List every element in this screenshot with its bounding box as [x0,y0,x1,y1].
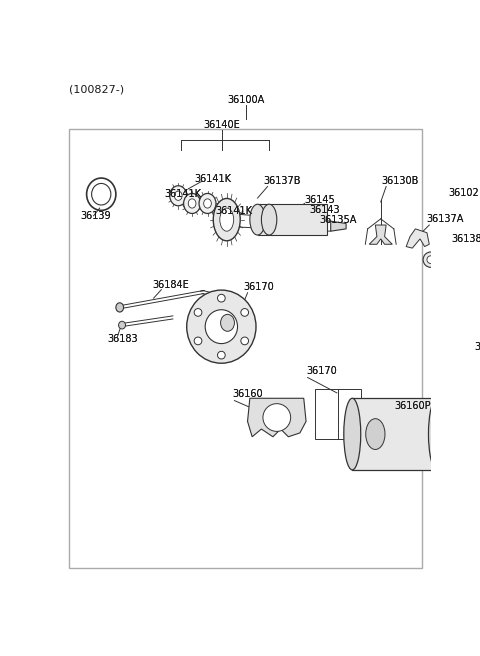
Text: 36183: 36183 [108,334,138,344]
Text: 36160P: 36160P [395,401,431,411]
Ellipse shape [250,204,265,235]
Polygon shape [331,221,346,231]
Ellipse shape [262,204,277,235]
Text: 36170: 36170 [306,366,337,377]
Ellipse shape [184,194,201,213]
Text: 36137A: 36137A [426,214,464,224]
Text: 36160P: 36160P [395,401,431,411]
Ellipse shape [170,186,187,206]
Polygon shape [369,225,392,244]
Text: 36160: 36160 [232,390,263,400]
Bar [69,129,421,569]
Circle shape [217,352,225,359]
Text: 36138B: 36138B [452,234,480,244]
Text: 36130B: 36130B [382,176,419,186]
Text: 36141K: 36141K [215,206,252,216]
Circle shape [217,295,225,302]
Polygon shape [406,229,429,248]
Text: 36145: 36145 [304,195,335,205]
Circle shape [241,308,249,316]
Text: 36183: 36183 [108,334,138,344]
Ellipse shape [174,191,182,200]
Ellipse shape [221,314,234,331]
Text: 36137B: 36137B [264,176,301,186]
Circle shape [194,308,202,316]
Text: 36170: 36170 [244,281,275,292]
Ellipse shape [213,199,240,241]
Text: 36141K: 36141K [215,206,252,216]
Text: 36139: 36139 [81,211,111,221]
Ellipse shape [449,260,456,267]
Ellipse shape [429,398,445,470]
Ellipse shape [187,290,256,363]
Bar [258,204,327,235]
Ellipse shape [116,303,123,312]
Text: 36110: 36110 [475,342,480,352]
Text: 36143: 36143 [309,205,340,215]
Ellipse shape [468,201,480,215]
Text: 36100A: 36100A [228,95,264,105]
Bar [352,398,437,470]
Text: 36135A: 36135A [319,215,357,224]
Text: 36140E: 36140E [204,120,240,130]
Text: 36141K: 36141K [164,189,202,199]
Text: 36184E: 36184E [152,280,189,290]
Ellipse shape [205,310,238,344]
Text: 36102: 36102 [448,188,479,197]
Circle shape [241,337,249,345]
Text: 36143: 36143 [309,205,340,215]
Text: 36145: 36145 [304,195,335,205]
Ellipse shape [188,199,196,208]
Bar [466,325,480,385]
Text: 36160: 36160 [232,390,263,400]
Text: 36137B: 36137B [264,176,301,186]
Text: 36102: 36102 [448,188,479,197]
Ellipse shape [472,205,478,211]
Circle shape [475,356,480,387]
Text: 36139: 36139 [81,211,111,221]
Ellipse shape [427,256,435,264]
Text: 36170: 36170 [306,366,337,377]
Ellipse shape [204,199,211,208]
Bar [315,389,361,439]
Text: 36184E: 36184E [152,280,189,290]
Text: 36138B: 36138B [452,234,480,244]
Text: 36135A: 36135A [319,215,357,224]
Ellipse shape [199,194,216,213]
Circle shape [194,337,202,345]
Text: 36140E: 36140E [204,120,240,130]
Text: 36141K: 36141K [194,174,231,184]
Text: 36130B: 36130B [382,176,419,186]
Ellipse shape [423,252,439,268]
Ellipse shape [344,398,361,470]
Text: 36141K: 36141K [164,189,202,199]
Ellipse shape [220,208,234,231]
Circle shape [263,403,291,432]
Polygon shape [248,398,306,437]
Ellipse shape [366,419,385,449]
Ellipse shape [119,321,125,329]
Ellipse shape [445,256,459,270]
Text: 36110: 36110 [475,342,480,352]
Text: 36170: 36170 [244,281,275,292]
Text: 36137A: 36137A [426,214,464,224]
Text: 36100A: 36100A [228,95,264,105]
Text: 36141K: 36141K [194,174,231,184]
Text: (100827-): (100827-) [69,85,124,95]
